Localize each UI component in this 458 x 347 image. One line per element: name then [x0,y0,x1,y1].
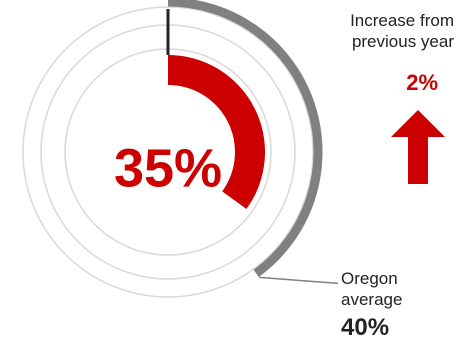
oregon-average-label: Oregon average [341,268,402,310]
outer-ring [22,6,314,298]
oregon-average-label-line1: Oregon [341,269,398,288]
arrow-up-icon [391,110,445,184]
oregon-average-arc [167,0,323,277]
value-arc [168,55,265,210]
increase-label: Increase from previous year [322,10,454,52]
increase-label-line2: previous year [351,32,454,51]
increase-label-line1: Increase from [350,11,454,30]
oregon-average-leader-line [259,276,339,285]
oregon-average-value: 40% [341,314,390,341]
oregon-average-label-line2: average [341,290,403,309]
increase-value: 2% [406,70,438,95]
center-value-label: 35% [114,138,222,198]
